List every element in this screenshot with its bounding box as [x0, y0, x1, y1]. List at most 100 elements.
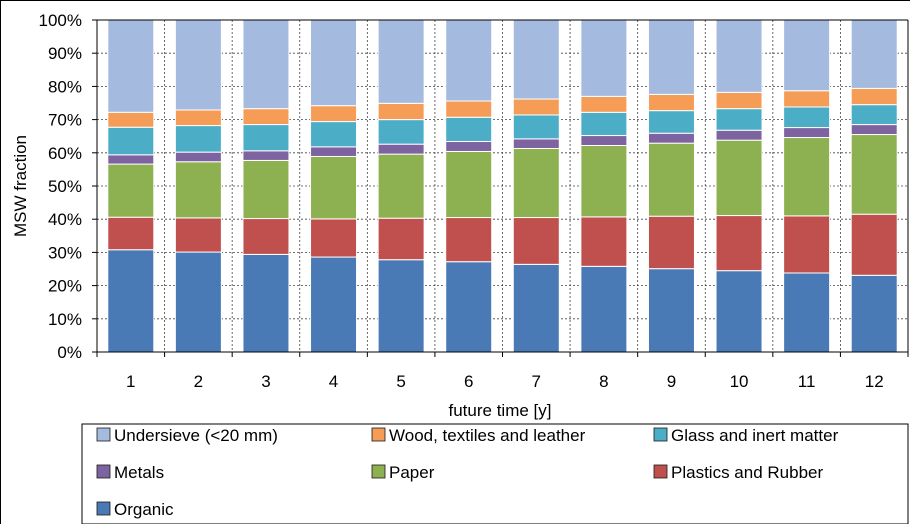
bar-wood-textiles-and-leather-5	[377, 102, 425, 121]
bar-plastics-and-rubber-4	[310, 218, 358, 258]
bar-glass-and-inert-matter-8	[580, 111, 628, 137]
legend-box	[81, 423, 909, 524]
y-tick-label: 20%	[48, 277, 82, 296]
legend: Undersieve (<20 mm) Wood, textiles and le…	[81, 423, 909, 524]
legend-swatch-glass-and-inert-matter	[653, 427, 668, 442]
bar-undersieve-20-mm-10	[715, 19, 763, 93]
bar-glass-and-inert-matter-5	[377, 119, 425, 145]
bar-plastics-and-rubber-9	[647, 215, 695, 270]
bar-plastics-and-rubber-3	[242, 218, 290, 255]
bar-metals-2	[174, 151, 222, 163]
legend-label-undersieve-20-mm: Undersieve (<20 mm)	[114, 426, 278, 445]
bar-undersieve-20-mm-1	[107, 19, 155, 113]
bar-organic-1	[107, 249, 155, 353]
bar-metals-1	[107, 154, 155, 165]
bar-wood-textiles-and-leather-2	[174, 109, 222, 127]
legend-swatch-paper	[371, 464, 386, 479]
legend-label-metals: Metals	[114, 463, 164, 482]
bar-metals-5	[377, 143, 425, 155]
x-tick-label: 1	[126, 372, 135, 391]
bar-plastics-and-rubber-12	[850, 213, 898, 276]
y-tick-label: 100%	[39, 11, 82, 30]
bar-glass-and-inert-matter-2	[174, 125, 222, 153]
bar-organic-9	[647, 268, 695, 353]
bar-organic-3	[242, 253, 290, 353]
bar-undersieve-20-mm-6	[445, 19, 493, 102]
bar-paper-12	[850, 134, 898, 215]
y-tick-label: 40%	[48, 210, 82, 229]
bar-metals-3	[242, 150, 290, 161]
bar-undersieve-20-mm-7	[512, 19, 560, 100]
bar-organic-5	[377, 259, 425, 353]
bar-wood-textiles-and-leather-1	[107, 111, 155, 128]
y-tick-label: 10%	[48, 310, 82, 329]
legend-label-glass-and-inert-matter: Glass and inert matter	[671, 426, 839, 445]
bar-organic-10	[715, 270, 763, 353]
bar-glass-and-inert-matter-3	[242, 124, 290, 152]
bar-undersieve-20-mm-5	[377, 19, 425, 104]
bar-paper-6	[445, 150, 493, 219]
bar-metals-9	[647, 132, 695, 144]
legend-label-wood-textiles-and-leather: Wood, textiles and leather	[389, 426, 586, 445]
bar-metals-7	[512, 138, 560, 149]
x-tick-label: 7	[532, 372, 541, 391]
bar-glass-and-inert-matter-6	[445, 116, 493, 143]
bar-wood-textiles-and-leather-7	[512, 98, 560, 116]
x-tick-label: 2	[194, 372, 203, 391]
bar-undersieve-20-mm-9	[647, 19, 695, 95]
y-tick-label: 80%	[48, 77, 82, 96]
x-tick-label: 10	[730, 372, 749, 391]
legend-swatch-organic	[96, 501, 111, 516]
bar-glass-and-inert-matter-4	[310, 121, 358, 148]
bar-paper-9	[647, 142, 695, 217]
y-tick-label: 50%	[48, 177, 82, 196]
bar-plastics-and-rubber-6	[445, 217, 493, 263]
bar-paper-8	[580, 144, 628, 218]
x-tick-label: 6	[464, 372, 473, 391]
bar-glass-and-inert-matter-11	[783, 106, 831, 129]
y-tick-label: 30%	[48, 243, 82, 262]
y-tick-label: 0%	[57, 343, 82, 362]
y-axis-title: MSW fraction	[11, 135, 30, 237]
bar-wood-textiles-and-leather-10	[715, 91, 763, 110]
bar-undersieve-20-mm-12	[850, 19, 898, 89]
x-tick-label: 4	[329, 372, 338, 391]
bar-metals-6	[445, 141, 493, 152]
bar-undersieve-20-mm-8	[580, 19, 628, 97]
legend-swatch-plastics-and-rubber	[653, 464, 668, 479]
bar-organic-2	[174, 251, 222, 353]
legend-swatch-metals	[96, 464, 111, 479]
x-axis-title: future time [y]	[449, 401, 552, 420]
x-tick-label: 9	[667, 372, 676, 391]
bar-undersieve-20-mm-11	[783, 19, 831, 92]
bar-glass-and-inert-matter-7	[512, 114, 560, 140]
bar-wood-textiles-and-leather-8	[580, 95, 628, 113]
bar-organic-4	[310, 256, 358, 353]
bar-undersieve-20-mm-2	[174, 19, 222, 111]
bar-organic-8	[580, 265, 628, 353]
x-tick-label: 12	[865, 372, 884, 391]
bar-organic-12	[850, 274, 898, 353]
bar-plastics-and-rubber-8	[580, 216, 628, 267]
bar-paper-2	[174, 161, 222, 219]
bar-organic-7	[512, 263, 560, 353]
x-tick-label: 3	[261, 372, 270, 391]
bar-metals-11	[783, 127, 831, 139]
bar-paper-7	[512, 147, 560, 219]
legend-swatch-wood-textiles-and-leather	[371, 427, 386, 442]
bar-paper-3	[242, 159, 290, 220]
bar-wood-textiles-and-leather-4	[310, 105, 358, 123]
bar-undersieve-20-mm-4	[310, 19, 358, 107]
bar-plastics-and-rubber-11	[783, 215, 831, 274]
bar-wood-textiles-and-leather-6	[445, 100, 493, 118]
legend-swatch-undersieve-20-mm	[96, 427, 111, 442]
bar-plastics-and-rubber-1	[107, 216, 155, 251]
bar-metals-12	[850, 124, 898, 136]
bar-plastics-and-rubber-7	[512, 217, 560, 265]
bar-glass-and-inert-matter-12	[850, 104, 898, 126]
bar-wood-textiles-and-leather-3	[242, 108, 290, 126]
y-tick-label: 60%	[48, 144, 82, 163]
bar-glass-and-inert-matter-10	[715, 108, 763, 131]
x-tick-label: 8	[599, 372, 608, 391]
y-tick-labels: 0% 10% 20% 30% 40% 50% 60% 70% 80% 90% 100%	[39, 11, 82, 362]
